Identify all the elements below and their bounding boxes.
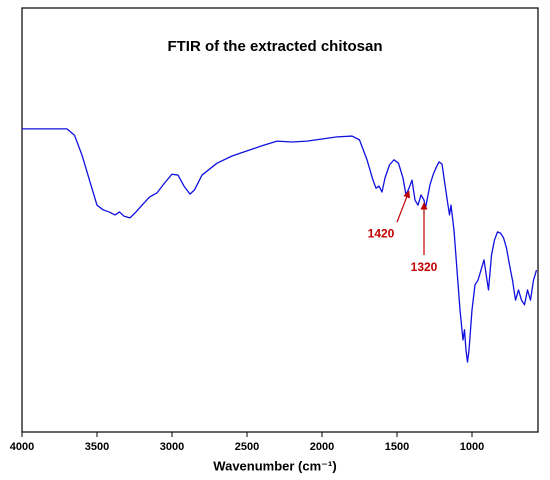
x-axis-label: Wavenumber (cm⁻¹) — [213, 458, 336, 473]
x-tick-label: 1000 — [460, 441, 484, 453]
chart-title: FTIR of the extracted chitosan — [167, 38, 382, 55]
x-tick-label: 3500 — [85, 441, 109, 453]
x-tick-label: 2000 — [310, 441, 334, 453]
annotation-label: 1420 — [368, 226, 395, 240]
x-tick-label: 1500 — [385, 441, 409, 453]
annotation-label: 1320 — [411, 260, 438, 274]
x-tick-label: 4000 — [10, 441, 34, 453]
spectrum-line — [22, 128, 538, 363]
x-tick-label: 2500 — [235, 441, 259, 453]
x-tick-label: 3000 — [160, 441, 184, 453]
annotation-arrow — [396, 190, 411, 223]
plot-frame — [21, 7, 539, 433]
